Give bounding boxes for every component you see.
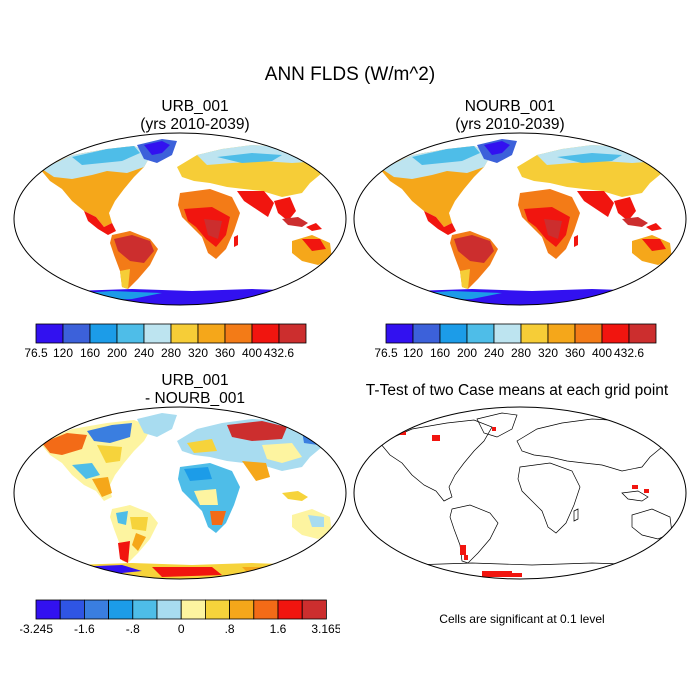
colorbar-urb-swatch (224, 323, 253, 344)
colorbar-nourb-tick-label: 76.5 (374, 346, 398, 360)
colorbar-urb-swatch (116, 323, 145, 344)
colorbar-nourb-tick-label: 120 (403, 346, 423, 360)
colorbar-urb-swatch (251, 323, 280, 344)
panel1-title-line1: URB_001 (161, 98, 229, 115)
panel4-title-line1: T-Test of two Case means at each grid po… (365, 382, 669, 399)
panel3-title: URB_001 - NOURB_001 (40, 372, 350, 408)
colorbar-difference-swatch (229, 599, 255, 620)
colorbar-urb-tick-label: 240 (134, 346, 154, 360)
colorbar-urb-swatch (35, 323, 64, 344)
colorbar-difference-tick-label: 0 (178, 622, 185, 636)
map-nourb-absolute (353, 132, 687, 306)
colorbar-nourb-tick-label: 320 (538, 346, 558, 360)
colorbar-nourb-tick-label: 200 (457, 346, 477, 360)
colorbar-nourb: 76.5 120 160 200 240 280 320 360 400 432.6 (374, 323, 657, 360)
panel2-title-line1: NOURB_001 (464, 98, 556, 115)
colorbar-nourb-tick-label: 160 (430, 346, 450, 360)
colorbar-urb-tick-label: 120 (53, 346, 73, 360)
colorbar-difference-swatch (59, 599, 85, 620)
panel4-title: T-Test of two Case means at each grid po… (352, 382, 682, 400)
colorbar-difference-swatch (132, 599, 158, 620)
colorbar-difference-tick-label: -3.245 (20, 622, 53, 636)
colorbar-urb-tick-label: 400 (242, 346, 262, 360)
colorbar-difference: -3.245 -1.6 -.8 0 .8 1.6 3.165 (20, 599, 340, 636)
colorbar-difference-tick-label: -.8 (126, 622, 140, 636)
colorbar-difference-swatch (108, 599, 134, 620)
panel1-title-line2: (yrs 2010-2039) (140, 116, 250, 133)
colorbar-urb-tick-label: 76.5 (24, 346, 48, 360)
colorbar-difference-swatch (156, 599, 182, 620)
map-urb-absolute (13, 132, 347, 306)
colorbar-urb-swatch (197, 323, 226, 344)
colorbar-nourb-swatch (547, 323, 576, 344)
map-difference (13, 406, 347, 580)
colorbar-urb-swatch (170, 323, 199, 344)
colorbar-difference-tick-label: 1.6 (270, 622, 287, 636)
colorbar-difference-swatch (204, 599, 230, 620)
colorbar-urb: 76.5 120 160 200 240 280 320 360 400 432.6 (24, 323, 307, 360)
colorbar-nourb-swatch (412, 323, 441, 344)
colorbar-nourb-swatch (628, 323, 657, 344)
colorbar-nourb-swatch (601, 323, 630, 344)
colorbar-difference-swatch (253, 599, 279, 620)
panel2-title-line2: (yrs 2010-2039) (455, 116, 565, 133)
colorbar-nourb-swatch (439, 323, 468, 344)
colorbar-nourb-tick-label: 240 (484, 346, 504, 360)
panel3-title-line2: - NOURB_001 (145, 390, 245, 407)
colorbar-difference-swatch (277, 599, 303, 620)
colorbar-difference-tick-label: -1.6 (74, 622, 95, 636)
colorbar-difference-swatch (180, 599, 206, 620)
colorbar-difference-swatch (84, 599, 110, 620)
colorbar-urb-tick-label: 200 (107, 346, 127, 360)
colorbar-difference-tick-label: 3.165 (311, 622, 340, 636)
colorbar-nourb-tick-label: 360 (565, 346, 585, 360)
colorbar-urb-swatch (278, 323, 307, 344)
colorbar-urb-tick-label: 320 (188, 346, 208, 360)
colorbar-nourb-swatch (466, 323, 495, 344)
colorbar-nourb-swatch (493, 323, 522, 344)
colorbar-urb-tick-label: 360 (215, 346, 235, 360)
colorbar-nourb-tick-label: 432.6 (614, 346, 644, 360)
colorbar-urb-swatch (89, 323, 118, 344)
colorbar-nourb-tick-label: 400 (592, 346, 612, 360)
colorbar-nourb-swatch (520, 323, 549, 344)
panel3-title-line1: URB_001 (161, 372, 229, 389)
colorbar-difference-tick-label: .8 (225, 622, 235, 636)
colorbar-nourb-tick-label: 280 (511, 346, 531, 360)
map-ttest-significance (353, 406, 687, 580)
colorbar-nourb-swatch (574, 323, 603, 344)
panel2-title: NOURB_001 (yrs 2010-2039) (355, 98, 665, 134)
significance-footnote: Cells are significant at 0.1 level (439, 612, 605, 626)
colorbar-urb-tick-label: 432.6 (264, 346, 294, 360)
colorbar-difference-swatch (301, 599, 327, 620)
figure-title: ANN FLDS (W/m^2) (264, 64, 436, 85)
colorbar-difference-swatch (35, 599, 61, 620)
colorbar-urb-swatch (62, 323, 91, 344)
colorbar-nourb-swatch (385, 323, 414, 344)
colorbar-urb-tick-label: 160 (80, 346, 100, 360)
panel1-title: URB_001 (yrs 2010-2039) (40, 98, 350, 134)
colorbar-urb-swatch (143, 323, 172, 344)
colorbar-urb-tick-label: 280 (161, 346, 181, 360)
